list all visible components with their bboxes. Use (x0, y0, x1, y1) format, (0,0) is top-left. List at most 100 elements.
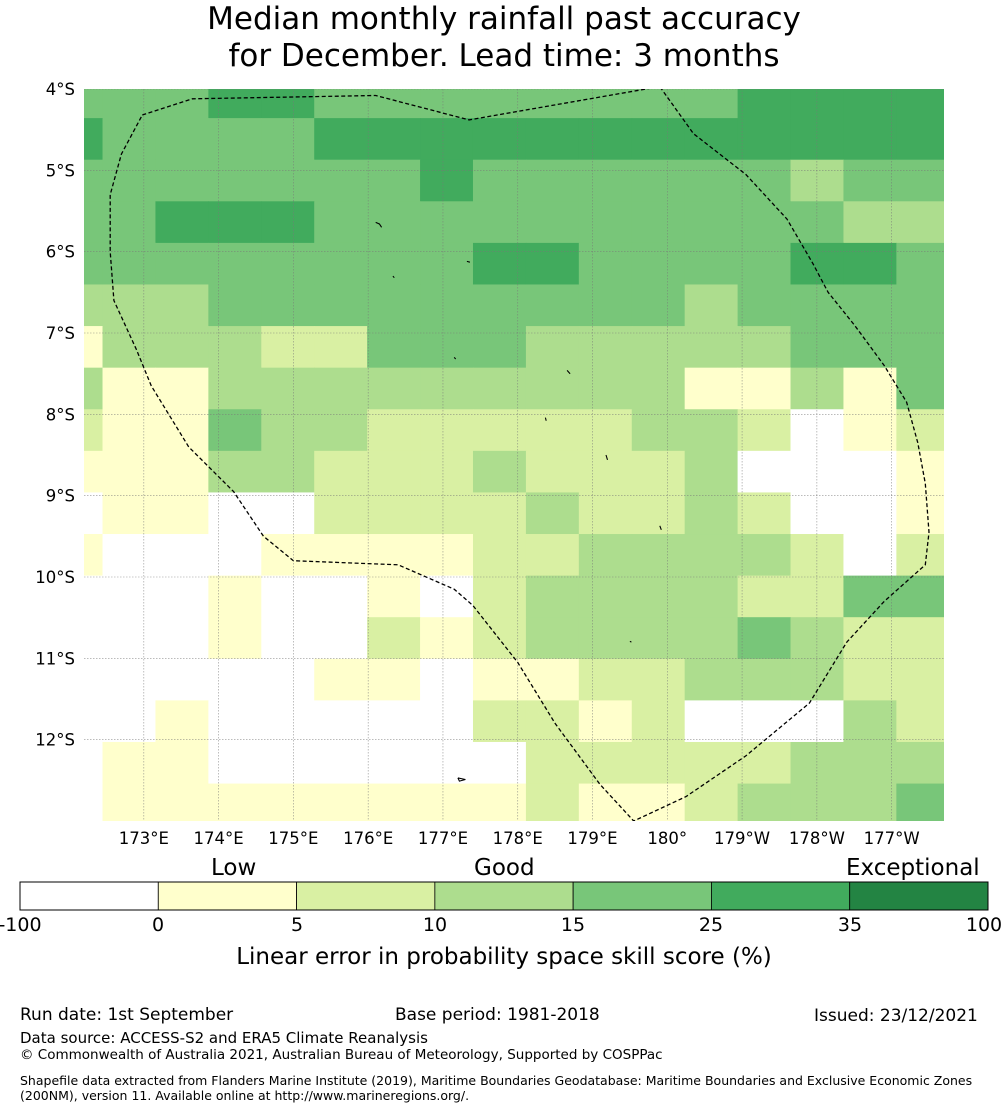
longitude-label: 178°W (789, 829, 845, 848)
grid-cell (684, 534, 739, 577)
grid-cell (314, 201, 368, 244)
grid-cell (631, 89, 686, 119)
grid-cell (261, 35, 314, 77)
latitude-labels: 4°S 5°S 6°S 7°S 8°S 9°S 10°S 11°S 12°S (35, 80, 75, 750)
grid-cell (208, 450, 262, 493)
grid-cell (578, 409, 633, 452)
grid-cell (472, 118, 527, 161)
grid-cell (208, 783, 262, 821)
grid-cell (525, 242, 580, 285)
grid-cell (896, 700, 944, 743)
grid-cell (102, 575, 156, 618)
grid-cell (314, 159, 368, 202)
grid-cell (790, 783, 844, 821)
grid-cell (631, 700, 686, 743)
grid-cell (155, 783, 209, 821)
grid-cell (420, 575, 474, 618)
grid-cell (367, 242, 421, 285)
latitude-label: 12°S (35, 731, 75, 750)
islands (375, 221, 662, 782)
grid-cell (578, 242, 633, 285)
grid-cell (367, 89, 421, 119)
grid-cell (684, 242, 739, 285)
grid-cell (843, 575, 897, 618)
grid-cell (420, 284, 474, 327)
grid-cell (896, 242, 944, 285)
grid-cell (843, 658, 897, 701)
grid-cell (896, 783, 944, 821)
grid-cell (367, 783, 421, 821)
colorbar-tick: 5 (290, 914, 304, 936)
grid-cell (420, 159, 474, 202)
grid-cell (737, 326, 792, 369)
grid-cell (208, 700, 262, 743)
grid-cell (525, 284, 580, 327)
grid-cell (420, 658, 474, 701)
grid-cell (367, 367, 421, 410)
grid-cell (261, 783, 315, 821)
grid-cell (84, 617, 104, 660)
grid-cell (420, 35, 473, 77)
grid-cell (314, 284, 368, 327)
grid-cell (843, 409, 897, 452)
grid-cell (314, 534, 368, 577)
grid-cell (631, 201, 686, 244)
grid-cell (631, 409, 686, 452)
grid-cell (102, 326, 156, 369)
grid-cell (208, 367, 262, 410)
grid-cell (314, 617, 368, 660)
grid-cell (84, 741, 104, 785)
longitude-label: 177°E (418, 829, 468, 848)
colorbar-category-good: Good (474, 855, 535, 881)
grid-cell (208, 118, 262, 161)
grid-cell (208, 575, 262, 618)
grid-cell (737, 492, 792, 535)
grid-cell (896, 450, 944, 493)
grid-cell (843, 450, 897, 493)
grid-cell (472, 575, 527, 618)
grid-cell (790, 326, 844, 369)
colorbar-tick: 0 (151, 914, 165, 936)
grid-cell (684, 700, 739, 743)
grid-cell (155, 409, 209, 452)
shapefile-credit: Shapefile data extracted from Flanders M… (20, 1073, 973, 1103)
grid-cell (420, 242, 474, 285)
grid-cell (737, 700, 792, 743)
grid-cell (684, 783, 739, 821)
latitude-label: 11°S (35, 649, 75, 668)
skill-grid (84, 35, 944, 821)
grid-cell (208, 492, 262, 535)
grid-cell (790, 658, 844, 701)
map-title-line1: Median monthly rainfall past accuracy (207, 1, 801, 37)
grid-cell (84, 284, 104, 327)
grid-cell (472, 658, 527, 701)
grid-cell (472, 450, 527, 493)
longitude-label: 174°E (194, 829, 244, 848)
grid-cell (578, 700, 633, 743)
grid-cell (525, 534, 580, 577)
grid-cell (896, 89, 944, 119)
grid-cell (684, 201, 739, 244)
grid-cell (472, 534, 527, 577)
grid-cell (155, 201, 209, 244)
grid-cell (684, 89, 739, 119)
grid-cell (84, 534, 104, 577)
grid-cell (367, 201, 421, 244)
grid-cell (631, 242, 686, 285)
grid-cell (843, 89, 897, 119)
grid-cell (790, 617, 844, 660)
grid-cell (843, 617, 897, 660)
grid-cell (208, 617, 262, 660)
grid-cell (737, 159, 792, 202)
colorbar-segment (849, 881, 989, 911)
grid-cell (737, 242, 792, 285)
grid-cell (525, 159, 580, 202)
colorbar-tick: 25 (698, 914, 724, 936)
island-outline (466, 260, 471, 263)
grid-cell (896, 575, 944, 618)
grid-cell (208, 534, 262, 577)
grid-cell (102, 242, 156, 285)
colorbar-segment (572, 881, 712, 911)
grid-cell (737, 409, 792, 452)
